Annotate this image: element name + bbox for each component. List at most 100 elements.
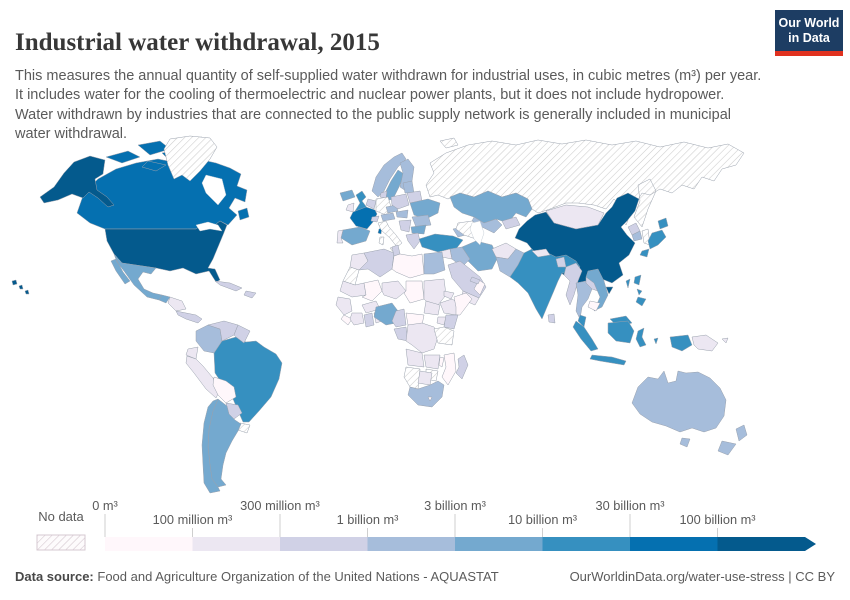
legend-tick-label: 300 million m³: [240, 498, 320, 513]
country-chile[interactable]: [201, 398, 221, 494]
country-libya[interactable]: [391, 253, 425, 279]
country-new-zealand[interactable]: [717, 424, 748, 456]
country-spain[interactable]: [340, 226, 371, 246]
country-sierra-leone[interactable]: [340, 314, 353, 326]
country-austria[interactable]: [380, 212, 396, 222]
chart-footer: Data source: Food and Agriculture Organi…: [15, 569, 835, 584]
country-kyrgyzstan[interactable]: [501, 216, 521, 230]
country-ivory-coast[interactable]: [349, 312, 365, 326]
country-algeria[interactable]: [358, 248, 395, 278]
country-honduras[interactable]: [167, 296, 187, 312]
country-greece[interactable]: [405, 232, 421, 250]
country-zambia[interactable]: [423, 354, 441, 370]
country-hungary[interactable]: [395, 209, 409, 219]
legend-bin-4[interactable]: [455, 537, 543, 551]
country-baltic-states[interactable]: [402, 180, 415, 194]
country-somalia[interactable]: [453, 292, 473, 316]
legend-bin-6[interactable]: [630, 537, 718, 551]
country-united-states[interactable]: [11, 155, 228, 295]
country-romania[interactable]: [411, 214, 432, 228]
country-namibia[interactable]: [403, 366, 421, 390]
country-gabon[interactable]: [393, 326, 409, 342]
country-mozambique[interactable]: [441, 352, 457, 386]
country-switzerland[interactable]: [370, 215, 380, 223]
country-serbia[interactable]: [398, 219, 412, 233]
legend-bin-5[interactable]: [542, 537, 631, 551]
legend-bin-7[interactable]: [717, 537, 806, 551]
country-netherlands[interactable]: [365, 198, 377, 210]
legend-bin-1[interactable]: [192, 537, 281, 551]
country-taiwan[interactable]: [625, 278, 631, 289]
country-lesotho[interactable]: [427, 396, 433, 402]
country-vietnam[interactable]: [585, 268, 609, 312]
country-guyana[interactable]: [233, 324, 251, 344]
license-label[interactable]: CC BY: [795, 569, 835, 584]
country-turkey[interactable]: [418, 233, 464, 253]
country-myanmar[interactable]: [563, 262, 583, 306]
country-russia[interactable]: [425, 137, 745, 246]
country-papua-new-guinea[interactable]: [691, 334, 729, 352]
country-tanzania[interactable]: [433, 326, 455, 346]
chart-subtitle: This measures the annual quantity of sel…: [15, 67, 762, 143]
country-cuba[interactable]: [214, 280, 243, 292]
data-source: Data source: Food and Agriculture Organi…: [15, 569, 499, 584]
legend-bin-0[interactable]: [105, 537, 193, 551]
country-south-sudan[interactable]: [423, 300, 441, 316]
country-iran[interactable]: [461, 240, 499, 272]
country-iraq[interactable]: [449, 246, 471, 268]
country-poland[interactable]: [390, 193, 410, 210]
country-egypt[interactable]: [423, 251, 446, 275]
country-greenland[interactable]: [163, 135, 218, 182]
credit-separator: |: [788, 569, 792, 584]
country-japan[interactable]: [639, 217, 669, 258]
country-cambodia[interactable]: [587, 300, 601, 312]
country-nepal[interactable]: [531, 248, 551, 258]
country-niger[interactable]: [381, 280, 407, 300]
country-botswana[interactable]: [417, 370, 433, 386]
country-angola[interactable]: [405, 348, 425, 368]
owid-link[interactable]: OurWorldinData.org/water-use-stress: [569, 569, 785, 584]
country-uganda[interactable]: [436, 316, 447, 326]
owid-logo[interactable]: Our World in Data: [775, 10, 843, 56]
country-bulgaria[interactable]: [410, 224, 427, 235]
country-south-korea[interactable]: [631, 230, 643, 242]
country-eritrea[interactable]: [443, 290, 455, 300]
country-south-africa[interactable]: [407, 380, 445, 408]
legend-bin-2[interactable]: [280, 537, 368, 551]
country-sudan[interactable]: [423, 278, 447, 306]
owid-logo-line1: Our World: [778, 16, 840, 30]
country-malawi[interactable]: [438, 356, 445, 368]
country-sri-lanka[interactable]: [547, 313, 556, 324]
country-indonesia[interactable]: [572, 320, 693, 366]
country-kenya[interactable]: [443, 314, 459, 330]
country-australia[interactable]: [631, 370, 727, 448]
country-bangladesh[interactable]: [555, 256, 567, 268]
country-bolivia[interactable]: [212, 376, 237, 404]
country-cameroon[interactable]: [391, 308, 407, 328]
country-dr-congo[interactable]: [405, 322, 439, 354]
country-madagascar[interactable]: [455, 354, 469, 380]
country-peru[interactable]: [185, 355, 220, 399]
country-iceland[interactable]: [339, 189, 356, 202]
legend-no-data-swatch[interactable]: [36, 534, 86, 551]
country-chad[interactable]: [403, 280, 425, 304]
country-ireland[interactable]: [345, 202, 355, 213]
country-kazakhstan[interactable]: [449, 190, 533, 224]
country-senegal[interactable]: [335, 296, 353, 316]
country-panama[interactable]: [175, 310, 203, 324]
legend-no-data-label: No data: [38, 509, 84, 524]
country-philippines[interactable]: [633, 274, 647, 307]
country-dominican-republic[interactable]: [243, 290, 257, 299]
country-mexico[interactable]: [110, 253, 163, 301]
legend-bin-3[interactable]: [367, 537, 456, 551]
country-portugal[interactable]: [336, 229, 344, 244]
country-ghana[interactable]: [363, 312, 375, 328]
country-united-arab-emirates[interactable]: [469, 276, 481, 285]
page-title: Industrial water withdrawal, 2015: [15, 28, 380, 56]
country-oman[interactable]: [473, 279, 486, 296]
country-mali[interactable]: [361, 279, 383, 302]
country-ukraine[interactable]: [409, 198, 441, 220]
hudson-bay: [201, 174, 227, 206]
country-guatemala[interactable]: [158, 294, 171, 304]
